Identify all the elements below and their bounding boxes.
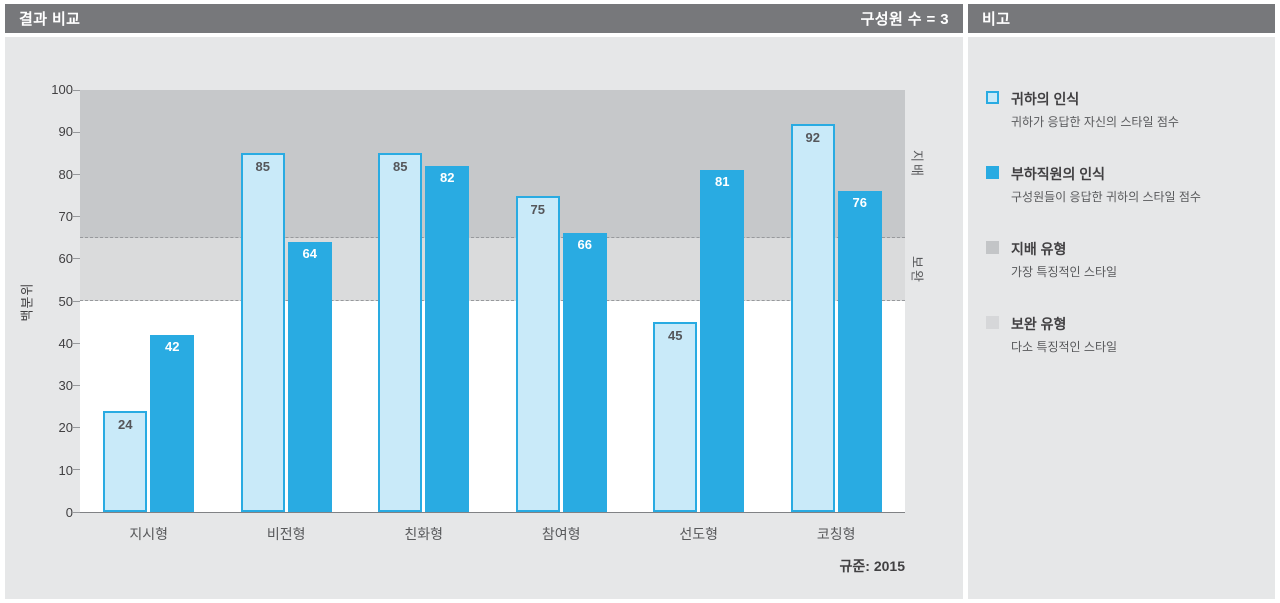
y-tick-mark <box>73 89 80 91</box>
others-swatch-icon <box>986 166 999 179</box>
y-tick-mark <box>73 131 80 133</box>
bar-value-label: 42 <box>165 338 180 354</box>
bar-value-label: 85 <box>393 159 408 175</box>
y-tick-mark <box>73 384 80 386</box>
bar-group-참여형: 75 66 <box>493 90 631 512</box>
y-axis-ticks: 0 10 20 30 40 50 60 70 80 90 100 <box>5 82 73 520</box>
backup-swatch-icon <box>986 316 999 329</box>
bar-value-label: 76 <box>852 195 867 211</box>
bar-others-참여형: 66 <box>562 233 607 512</box>
bar-group-코칭형: 92 76 <box>768 90 906 512</box>
bar-group-비전형: 85 64 <box>218 90 356 512</box>
y-tick-label: 50 <box>58 293 73 309</box>
x-axis-label-비전형: 비전형 <box>266 526 306 542</box>
y-tick-mark <box>73 173 80 175</box>
bar-self-지시형: 24 <box>103 410 148 512</box>
y-tick-label: 100 <box>51 82 73 97</box>
bar-value-label: 24 <box>118 416 133 432</box>
self-swatch-icon <box>986 91 999 104</box>
bar-self-비전형: 85 <box>240 153 285 512</box>
y-tick-mark <box>73 469 80 471</box>
legend-header: 비고 <box>968 4 1275 33</box>
bar-value-label: 45 <box>668 328 683 344</box>
bar-group-친화형: 85 82 <box>355 90 493 512</box>
band-name-backup: 보완 <box>909 255 925 284</box>
bar-others-친화형: 82 <box>425 165 470 512</box>
norm-label: 규준: 2015 <box>839 558 905 574</box>
results-header: 결과 비교 구성원 수 = 3 <box>5 4 963 33</box>
band-name-dominant: 지배 <box>909 150 925 178</box>
legend-item-title: 보완 유형 <box>1011 316 1067 332</box>
results-panel: 결과 비교 구성원 수 = 3 백분위 0 10 20 30 40 50 60 70 80 90 1… <box>5 4 963 599</box>
y-tick-label: 70 <box>58 208 73 224</box>
y-tick-mark <box>73 342 80 344</box>
bar-groups: 24 42 85 64 85 82 75 66 45 81 92 76 <box>80 90 905 512</box>
band-dominant <box>80 90 905 238</box>
band-backup <box>80 237 905 301</box>
legend-item-subtitle: 구성원들이 응답한 귀하의 스타일 점수 <box>1011 190 1201 204</box>
legend-item-title: 부하직원의 인식 <box>1011 166 1106 182</box>
member-count: 구성원 수 = 3 <box>860 11 949 28</box>
y-tick-label: 0 <box>65 505 73 520</box>
y-tick-mark <box>73 511 80 513</box>
bar-self-선도형: 45 <box>653 322 698 512</box>
bar-group-지시형: 24 42 <box>80 90 218 512</box>
bar-group-선도형: 45 81 <box>630 90 768 512</box>
legend-title: 비고 <box>982 11 1011 28</box>
y-tick-label: 90 <box>58 124 73 140</box>
legend-item-subtitle: 다소 특징적인 스타일 <box>1011 340 1118 354</box>
bar-others-지시형: 42 <box>150 334 195 512</box>
y-tick-label: 60 <box>58 251 73 267</box>
x-axis-label-친화형: 친화형 <box>404 526 444 542</box>
bar-value-label: 92 <box>805 129 820 145</box>
x-axis-labels: 지시형 비전형 친화형 참여형 선도형 코칭형 <box>80 524 905 544</box>
y-tick-label: 30 <box>58 378 73 394</box>
dominant-swatch-icon <box>986 241 999 254</box>
y-tick-label: 40 <box>58 335 73 351</box>
bar-value-label: 81 <box>715 174 730 190</box>
legend-item-title: 귀하의 인식 <box>1011 91 1080 107</box>
bar-value-label: 64 <box>302 245 317 261</box>
bar-self-친화형: 85 <box>378 153 423 512</box>
plot-area: 24 42 85 64 85 82 75 66 45 81 92 76 <box>73 89 905 513</box>
bar-self-코칭형: 92 <box>790 123 835 512</box>
legend-item-subtitle: 귀하가 응답한 자신의 스타일 점수 <box>1011 115 1179 129</box>
bar-others-비전형: 64 <box>287 241 332 512</box>
bar-value-label: 85 <box>255 159 270 175</box>
y-tick-mark <box>73 258 80 260</box>
y-tick-mark <box>73 300 80 302</box>
y-tick-label: 10 <box>58 462 73 478</box>
x-axis-label-참여형: 참여형 <box>541 526 581 542</box>
x-axis-label-코칭형: 코칭형 <box>816 526 856 542</box>
results-title: 결과 비교 <box>19 11 81 28</box>
bar-value-label: 75 <box>530 201 545 217</box>
y-tick-label: 20 <box>58 420 73 436</box>
bar-value-label: 82 <box>440 169 455 185</box>
y-tick-mark <box>73 216 80 218</box>
x-axis-label-선도형: 선도형 <box>679 526 719 542</box>
x-axis-label-지시형: 지시형 <box>129 526 169 542</box>
legend-item-title: 지배 유형 <box>1011 241 1067 257</box>
legend-item-subtitle: 가장 특징적인 스타일 <box>1011 265 1118 279</box>
bar-self-참여형: 75 <box>515 195 560 512</box>
bar-others-선도형: 81 <box>700 170 745 512</box>
chart-card: 백분위 0 10 20 30 40 50 60 70 80 90 100 24 42 85 64 85 82 7… <box>5 37 963 599</box>
y-tick-label: 80 <box>58 166 73 182</box>
y-tick-mark <box>73 427 80 429</box>
bar-value-label: 66 <box>577 237 592 253</box>
bar-others-코칭형: 76 <box>837 191 882 512</box>
